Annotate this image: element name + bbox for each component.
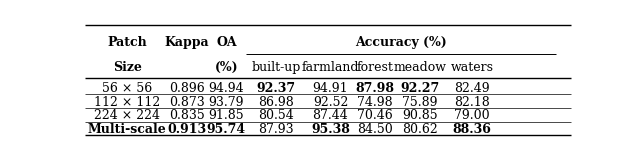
Text: 90.85: 90.85 [402, 109, 438, 122]
Text: Kappa: Kappa [164, 36, 209, 49]
Text: 95.74: 95.74 [207, 123, 246, 136]
Text: 86.98: 86.98 [258, 96, 294, 109]
Text: 95.38: 95.38 [311, 123, 350, 136]
Text: 88.36: 88.36 [452, 123, 492, 136]
Text: 93.79: 93.79 [209, 96, 244, 109]
Text: (%): (%) [214, 61, 238, 74]
Text: built-up: built-up [252, 61, 301, 74]
Text: 80.62: 80.62 [402, 123, 438, 136]
Text: 0.873: 0.873 [169, 96, 205, 109]
Text: 91.85: 91.85 [209, 109, 244, 122]
Text: 92.37: 92.37 [257, 82, 296, 95]
Text: 92.52: 92.52 [313, 96, 348, 109]
Text: 94.91: 94.91 [313, 82, 348, 95]
Text: 74.98: 74.98 [357, 96, 393, 109]
Text: 82.18: 82.18 [454, 96, 490, 109]
Text: 0.835: 0.835 [169, 109, 205, 122]
Text: 79.00: 79.00 [454, 109, 490, 122]
Text: 87.44: 87.44 [312, 109, 348, 122]
Text: 92.27: 92.27 [400, 82, 440, 95]
Text: OA: OA [216, 36, 237, 49]
Text: 56 × 56: 56 × 56 [102, 82, 152, 95]
Text: 82.49: 82.49 [454, 82, 490, 95]
Text: 84.50: 84.50 [357, 123, 393, 136]
Text: 70.46: 70.46 [357, 109, 393, 122]
Text: 87.93: 87.93 [258, 123, 294, 136]
Text: 80.54: 80.54 [258, 109, 294, 122]
Text: farmland: farmland [301, 61, 359, 74]
Text: Multi-scale: Multi-scale [88, 123, 166, 136]
Text: waters: waters [451, 61, 493, 74]
Text: Patch: Patch [108, 36, 147, 49]
Text: 0.896: 0.896 [169, 82, 205, 95]
Text: 75.89: 75.89 [402, 96, 438, 109]
Text: Accuracy (%): Accuracy (%) [355, 36, 447, 49]
Text: Size: Size [113, 61, 141, 74]
Text: 0.913: 0.913 [167, 123, 206, 136]
Text: 94.94: 94.94 [209, 82, 244, 95]
Text: 224 × 224: 224 × 224 [94, 109, 160, 122]
Text: meadow: meadow [393, 61, 446, 74]
Text: 87.98: 87.98 [356, 82, 395, 95]
Text: 112 × 112: 112 × 112 [94, 96, 160, 109]
Text: forest: forest [356, 61, 394, 74]
